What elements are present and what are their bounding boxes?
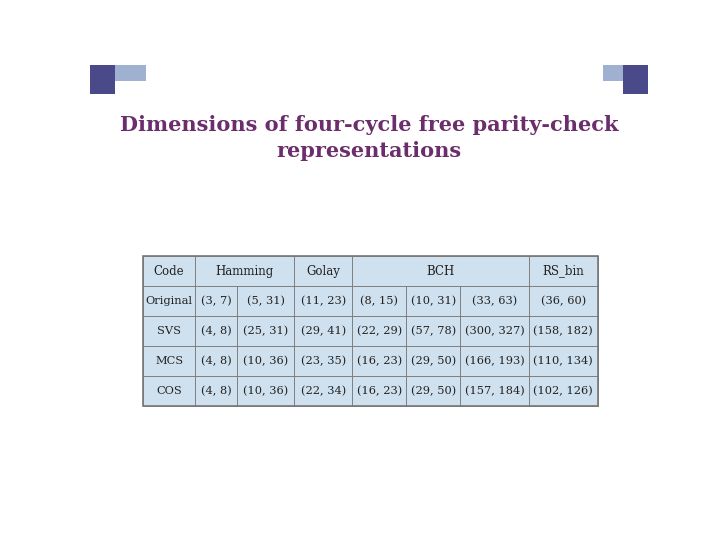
Text: (157, 184): (157, 184) [464,386,524,396]
Bar [294,346,352,376]
Bar [460,286,529,316]
Bar [460,376,529,406]
Bar [90,65,115,94]
Text: (36, 60): (36, 60) [541,296,586,306]
Bar [406,286,460,316]
Text: (57, 78): (57, 78) [410,326,456,336]
Bar [143,376,195,406]
Bar [195,376,237,406]
Text: (22, 34): (22, 34) [301,386,346,396]
Text: RS_bin: RS_bin [542,265,584,278]
Text: COS: COS [156,386,182,396]
Bar [143,346,195,376]
Bar [195,256,294,286]
Bar [352,286,406,316]
Bar [460,316,529,346]
Bar [143,316,195,346]
Text: (166, 193): (166, 193) [464,356,524,366]
Text: (8, 15): (8, 15) [360,296,398,306]
Bar [529,316,598,346]
Text: (25, 31): (25, 31) [243,326,288,336]
Bar [529,346,598,376]
Text: (16, 23): (16, 23) [356,386,402,396]
Text: (11, 23): (11, 23) [301,296,346,306]
Text: (16, 23): (16, 23) [356,356,402,366]
Text: (23, 35): (23, 35) [301,356,346,366]
Bar [237,346,294,376]
Text: (110, 134): (110, 134) [534,356,593,366]
Text: Code: Code [154,265,184,278]
Text: (10, 36): (10, 36) [243,386,288,396]
Text: Dimensions of four-cycle free parity-check
representations: Dimensions of four-cycle free parity-che… [120,114,618,161]
Bar [195,316,237,346]
Bar [406,316,460,346]
Bar [529,286,598,316]
Bar [237,316,294,346]
Text: (102, 126): (102, 126) [534,386,593,396]
Bar [460,346,529,376]
Bar [352,316,406,346]
Bar [143,256,598,406]
Bar [195,346,237,376]
Text: (22, 29): (22, 29) [356,326,402,336]
Text: (4, 8): (4, 8) [201,386,231,396]
Text: (29, 50): (29, 50) [410,386,456,396]
Text: (10, 31): (10, 31) [410,296,456,306]
Text: Golay: Golay [307,265,341,278]
Text: SVS: SVS [157,326,181,336]
Text: BCH: BCH [426,265,455,278]
Bar [294,256,352,286]
Text: (4, 8): (4, 8) [201,326,231,336]
Bar [237,286,294,316]
Bar [294,286,352,316]
Text: (10, 36): (10, 36) [243,356,288,366]
Text: (29, 41): (29, 41) [301,326,346,336]
Text: (300, 327): (300, 327) [464,326,524,336]
Bar [352,346,406,376]
Bar [143,286,195,316]
Bar [237,376,294,406]
Bar [406,346,460,376]
Text: (29, 50): (29, 50) [410,356,456,366]
Bar [623,65,648,94]
Bar [352,376,406,406]
Bar [406,376,460,406]
Text: (158, 182): (158, 182) [534,326,593,336]
Bar [529,256,598,286]
Text: (3, 7): (3, 7) [201,296,231,306]
Bar [195,286,237,316]
Text: MCS: MCS [155,356,183,366]
Bar [115,65,145,82]
Bar [294,376,352,406]
Text: Hamming: Hamming [216,265,274,278]
Bar [603,65,648,82]
Text: (5, 31): (5, 31) [246,296,284,306]
Bar [294,316,352,346]
Bar [143,256,195,286]
Text: (33, 63): (33, 63) [472,296,517,306]
Text: Original: Original [145,296,193,306]
Bar [352,256,529,286]
Bar [529,376,598,406]
Text: (4, 8): (4, 8) [201,356,231,366]
